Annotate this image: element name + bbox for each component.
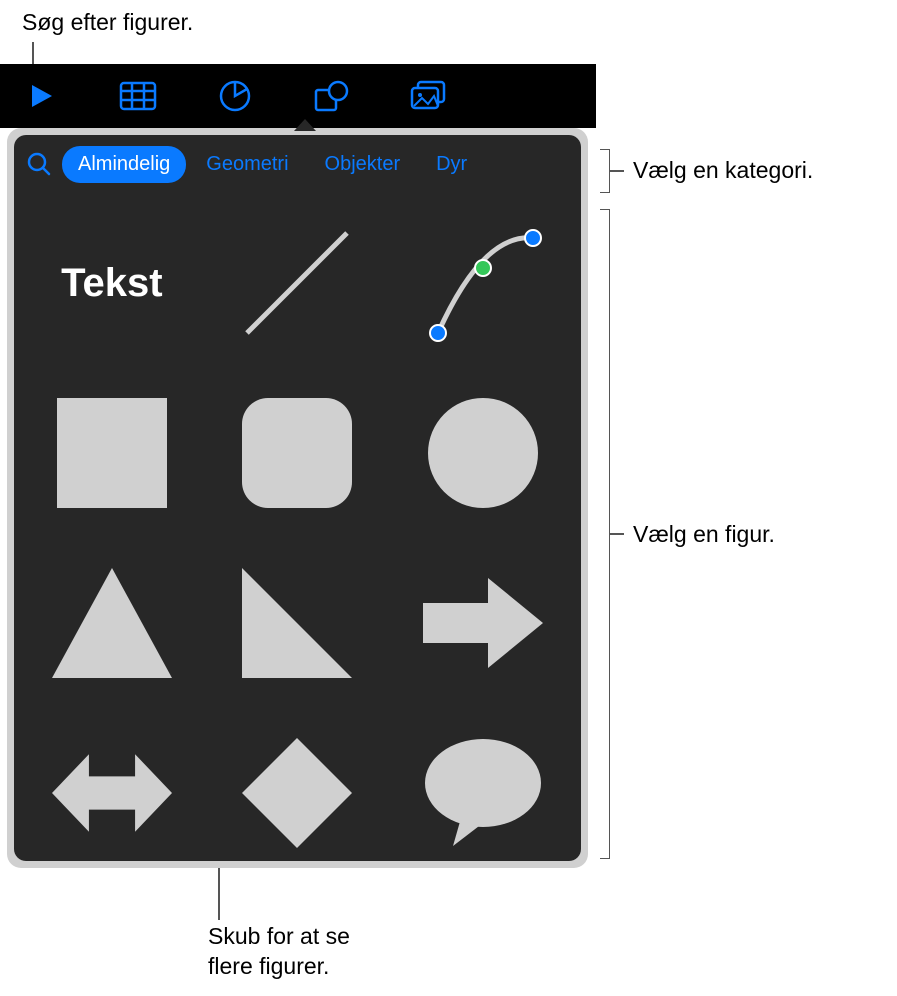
category-tabs[interactable]: Almindelig Geometri Objekter Dyr	[62, 146, 573, 183]
chart-icon[interactable]	[214, 75, 256, 117]
shape-square[interactable]	[52, 393, 172, 513]
callout-search: Søg efter figurer.	[22, 8, 193, 38]
category-tab-geometri[interactable]: Geometri	[190, 146, 304, 183]
callout-shape: Vælg en figur.	[633, 520, 775, 550]
category-tab-objekter[interactable]: Objekter	[309, 146, 417, 183]
play-icon[interactable]	[20, 75, 62, 117]
bracket-category-tail	[610, 170, 624, 172]
shape-rounded-square[interactable]	[237, 393, 357, 513]
category-tab-dyr[interactable]: Dyr	[420, 146, 483, 183]
shape-text[interactable]: Tekst	[52, 223, 172, 343]
search-button[interactable]	[22, 147, 56, 181]
bracket-category	[600, 149, 610, 193]
callout-category: Vælg en kategori.	[633, 156, 813, 186]
callout-swipe-text-2: flere figurer.	[208, 953, 329, 979]
shape-diamond[interactable]	[237, 733, 357, 853]
shape-right-triangle[interactable]	[237, 563, 357, 683]
shape-speech-bubble[interactable]	[423, 733, 543, 853]
popover-arrow	[294, 119, 316, 131]
callout-swipe-text-1: Skub for at se	[208, 923, 350, 949]
shape-triangle[interactable]	[52, 563, 172, 683]
shape-arrow-right[interactable]	[423, 563, 543, 683]
category-tab-almindelig[interactable]: Almindelig	[62, 146, 186, 183]
text-shape-label: Tekst	[61, 261, 163, 306]
popover-header: Almindelig Geometri Objekter Dyr	[14, 135, 581, 193]
shape-line[interactable]	[237, 223, 357, 343]
bracket-shape-tail	[610, 533, 624, 535]
shapes-popover: Almindelig Geometri Objekter Dyr Tekst	[14, 135, 581, 861]
shape-arrow-both[interactable]	[52, 733, 172, 853]
shape-circle[interactable]	[423, 393, 543, 513]
table-icon[interactable]	[117, 75, 159, 117]
bracket-shape	[600, 209, 610, 859]
callout-swipe: Skub for at se flere figurer.	[208, 922, 350, 982]
callout-swipe-line	[218, 868, 220, 920]
shapes-grid[interactable]: Tekst	[14, 193, 581, 861]
shapes-popover-container: Almindelig Geometri Objekter Dyr Tekst	[7, 128, 588, 868]
shape-curve[interactable]	[423, 223, 543, 343]
search-icon	[26, 151, 52, 177]
shapes-icon[interactable]	[311, 75, 353, 117]
media-icon[interactable]	[408, 75, 450, 117]
